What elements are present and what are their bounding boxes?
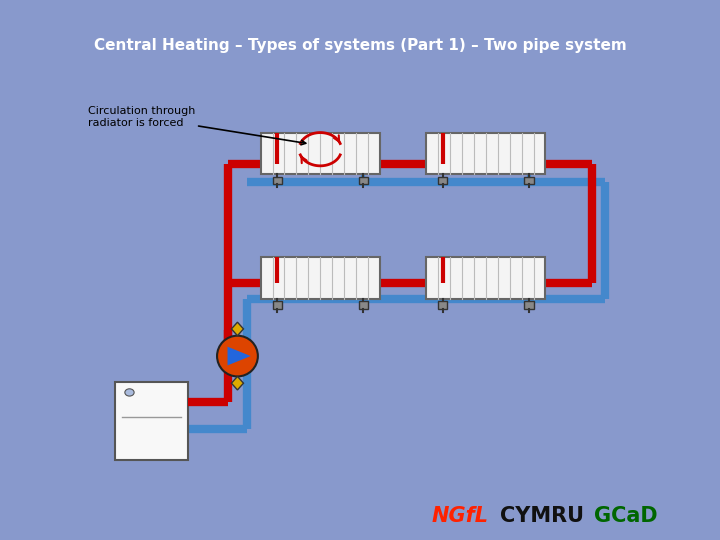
Bar: [426, 257, 546, 299]
Bar: [524, 177, 534, 184]
Bar: [438, 177, 447, 184]
Bar: [273, 301, 282, 309]
Polygon shape: [231, 322, 243, 336]
Text: Central Heating – Types of systems (Part 1) – Two pipe system: Central Heating – Types of systems (Part…: [94, 38, 626, 53]
Text: NGfL: NGfL: [432, 505, 489, 526]
Bar: [261, 257, 380, 299]
Text: CYMRU: CYMRU: [500, 505, 585, 526]
Bar: [115, 382, 188, 460]
Polygon shape: [231, 376, 243, 390]
Bar: [359, 301, 368, 309]
Text: GCaD: GCaD: [594, 505, 657, 526]
Circle shape: [125, 389, 134, 396]
Bar: [426, 132, 546, 174]
Text: Circulation through
radiator is forced: Circulation through radiator is forced: [89, 106, 306, 145]
Bar: [273, 177, 282, 184]
Bar: [524, 301, 534, 309]
Ellipse shape: [217, 336, 258, 376]
Bar: [261, 132, 380, 174]
Polygon shape: [228, 347, 251, 366]
Bar: [359, 177, 368, 184]
Bar: [438, 301, 447, 309]
